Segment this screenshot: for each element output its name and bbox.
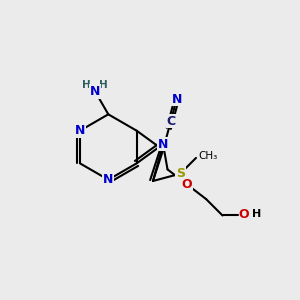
Text: N: N: [172, 93, 182, 106]
Text: H: H: [252, 209, 261, 219]
Text: N: N: [90, 85, 100, 98]
Text: O: O: [239, 208, 250, 220]
Text: N: N: [103, 173, 113, 186]
Text: N: N: [75, 124, 85, 137]
Text: N: N: [158, 138, 168, 151]
Text: CH₃: CH₃: [198, 152, 218, 161]
Text: C: C: [166, 115, 175, 128]
Text: H: H: [99, 80, 108, 90]
Text: H: H: [82, 80, 91, 90]
Text: O: O: [182, 178, 192, 191]
Text: S: S: [176, 167, 185, 180]
